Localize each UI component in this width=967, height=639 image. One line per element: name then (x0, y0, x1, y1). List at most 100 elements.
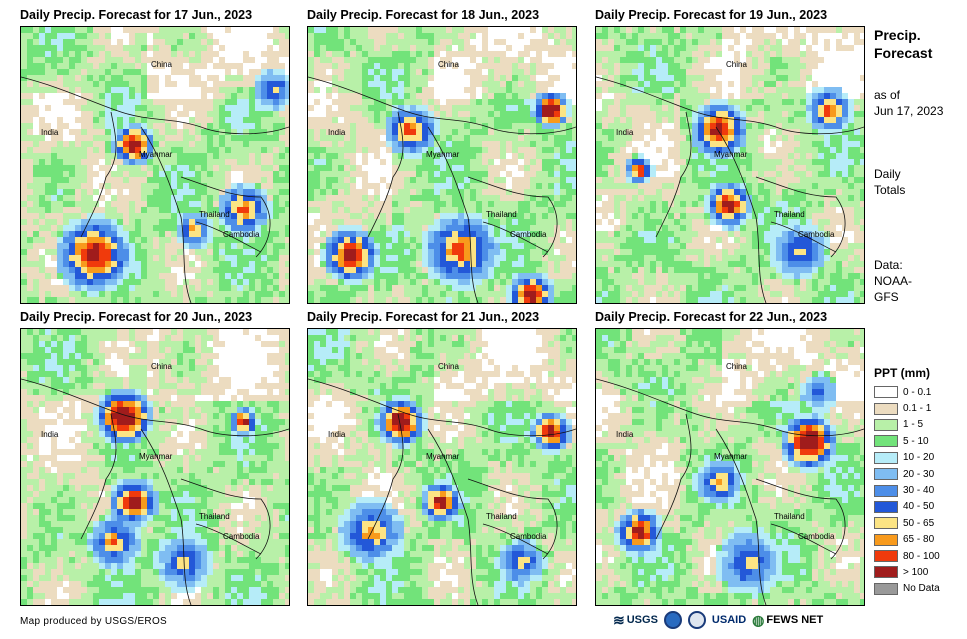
sidebar-title-line: Forecast (874, 45, 933, 61)
precip-map: China India Myanmar Thailand Cambodia (20, 328, 290, 606)
legend-swatch (874, 402, 898, 415)
country-label-china: China (438, 60, 459, 69)
legend-swatch (874, 533, 898, 546)
as-of-date: as of Jun 17, 2023 (874, 87, 943, 119)
data-source-line: Data: (874, 258, 903, 272)
forecast-panel-5: Daily Precip. Forecast for 21 Jun., 2023… (307, 310, 577, 606)
country-label-thailand: Thailand (199, 512, 230, 521)
legend-label: 50 - 65 (903, 517, 935, 529)
country-label-india: India (616, 128, 634, 137)
country-label-cambodia: Cambodia (798, 230, 835, 239)
legend-label: No Data (903, 583, 940, 595)
legend-label: 65 - 80 (903, 534, 935, 546)
legend-item: 20 - 30 (874, 466, 940, 482)
country-label-thailand: Thailand (774, 210, 805, 219)
panel-title: Daily Precip. Forecast for 18 Jun., 2023 (307, 8, 540, 22)
legend-item: 40 - 50 (874, 499, 940, 515)
country-label-china: China (726, 60, 747, 69)
legend-swatch (874, 386, 898, 399)
legend-label: 30 - 40 (903, 485, 935, 497)
precip-map: China India Myanmar Thailand Cambodia (307, 26, 577, 304)
legend-swatch (874, 550, 898, 563)
legend-swatch (874, 418, 898, 431)
legend-label: 1 - 5 (903, 419, 924, 431)
country-label-cambodia: Cambodia (223, 532, 260, 541)
legend-swatch (874, 500, 898, 513)
usgs-logo: ≋ USGS (613, 612, 658, 629)
country-label-thailand: Thailand (774, 512, 805, 521)
country-label-india: India (328, 128, 346, 137)
totals-line: Daily (874, 167, 901, 181)
precip-raster: China India Myanmar Thailand Cambodia (308, 27, 576, 303)
forecast-panel-4: Daily Precip. Forecast for 20 Jun., 2023… (20, 310, 290, 606)
legend-label: 20 - 30 (903, 468, 935, 480)
country-label-myanmar: Myanmar (139, 150, 173, 159)
precip-raster: China India Myanmar Thailand Cambodia (21, 329, 289, 605)
country-label-thailand: Thailand (486, 210, 517, 219)
legend-swatch (874, 517, 898, 530)
legend-label: 10 - 20 (903, 452, 935, 464)
country-label-myanmar: Myanmar (139, 452, 173, 461)
precip-map: China India Myanmar Thailand Cambodia (307, 328, 577, 606)
fewsnet-label: FEWS NET (766, 614, 824, 626)
forecast-panel-1: Daily Precip. Forecast for 17 Jun., 2023… (20, 8, 290, 304)
legend-item: 5 - 10 (874, 433, 940, 449)
country-label-china: China (438, 362, 459, 371)
panel-title: Daily Precip. Forecast for 20 Jun., 2023 (20, 310, 253, 324)
panel-title: Daily Precip. Forecast for 21 Jun., 2023 (307, 310, 540, 324)
panel-title: Daily Precip. Forecast for 17 Jun., 2023 (20, 8, 253, 22)
legend-swatch (874, 435, 898, 448)
legend-item: 10 - 20 (874, 450, 940, 466)
forecast-panel-2: Daily Precip. Forecast for 18 Jun., 2023… (307, 8, 577, 304)
forecast-panel-3: Daily Precip. Forecast for 19 Jun., 2023… (595, 8, 865, 304)
country-label-china: China (726, 362, 747, 371)
country-label-cambodia: Cambodia (510, 230, 547, 239)
globe-icon: ◍ (752, 611, 765, 628)
legend-item: 65 - 80 (874, 532, 940, 548)
legend-label: > 100 (903, 566, 929, 578)
precip-raster: China India Myanmar Thailand Cambodia (308, 329, 576, 605)
precip-map: China India Myanmar Thailand Cambodia (595, 328, 865, 606)
country-label-myanmar: Myanmar (714, 150, 748, 159)
precip-map: China India Myanmar Thailand Cambodia (20, 26, 290, 304)
legend-item: 50 - 65 (874, 515, 940, 531)
legend-swatch (874, 484, 898, 497)
data-source-line: NOAA- (874, 274, 913, 288)
country-label-india: India (616, 430, 634, 439)
legend-label: 5 - 10 (903, 435, 929, 447)
country-label-india: India (41, 128, 59, 137)
country-label-india: India (41, 430, 59, 439)
legend-swatch (874, 566, 898, 579)
usgs-label: USGS (626, 614, 658, 626)
panel-title: Daily Precip. Forecast for 19 Jun., 2023 (595, 8, 828, 22)
legend-swatch (874, 451, 898, 464)
country-label-thailand: Thailand (486, 512, 517, 521)
as-of-value: Jun 17, 2023 (874, 104, 944, 118)
sidebar-title-line: Precip. (874, 27, 921, 43)
legend-item: 0.1 - 1 (874, 400, 940, 416)
data-source-line: GFS (874, 290, 899, 304)
agency-logos: ≋ USGS USAID ◍ FEWS NET (613, 608, 823, 632)
country-label-myanmar: Myanmar (714, 452, 748, 461)
country-label-myanmar: Myanmar (426, 452, 460, 461)
country-label-china: China (151, 60, 172, 69)
forecast-panel-6: Daily Precip. Forecast for 22 Jun., 2023… (595, 310, 865, 606)
legend-swatch (874, 468, 898, 481)
legend-item: 1 - 5 (874, 417, 940, 433)
country-label-cambodia: Cambodia (510, 532, 547, 541)
legend-label: 80 - 100 (903, 550, 940, 562)
sidebar-title: Precip. Forecast (874, 26, 932, 62)
as-of-label: as of (874, 88, 901, 102)
precip-map: China India Myanmar Thailand Cambodia (595, 26, 865, 304)
legend-item: 80 - 100 (874, 548, 940, 564)
country-label-thailand: Thailand (199, 210, 230, 219)
legend-item: 30 - 40 (874, 482, 940, 498)
precip-raster: China India Myanmar Thailand Cambodia (21, 27, 289, 303)
legend-title: PPT (mm) (874, 366, 931, 380)
usaid-label: USAID (711, 614, 747, 626)
precip-raster: China India Myanmar Thailand Cambodia (596, 27, 864, 303)
usaid-logo: USAID (712, 614, 746, 626)
legend-item: No Data (874, 581, 940, 597)
dos-seal-icon (687, 611, 706, 629)
ppt-legend: PPT (mm) 0 - 0.1 0.1 - 1 1 - 5 5 - 10 10 - 2… (874, 366, 940, 597)
